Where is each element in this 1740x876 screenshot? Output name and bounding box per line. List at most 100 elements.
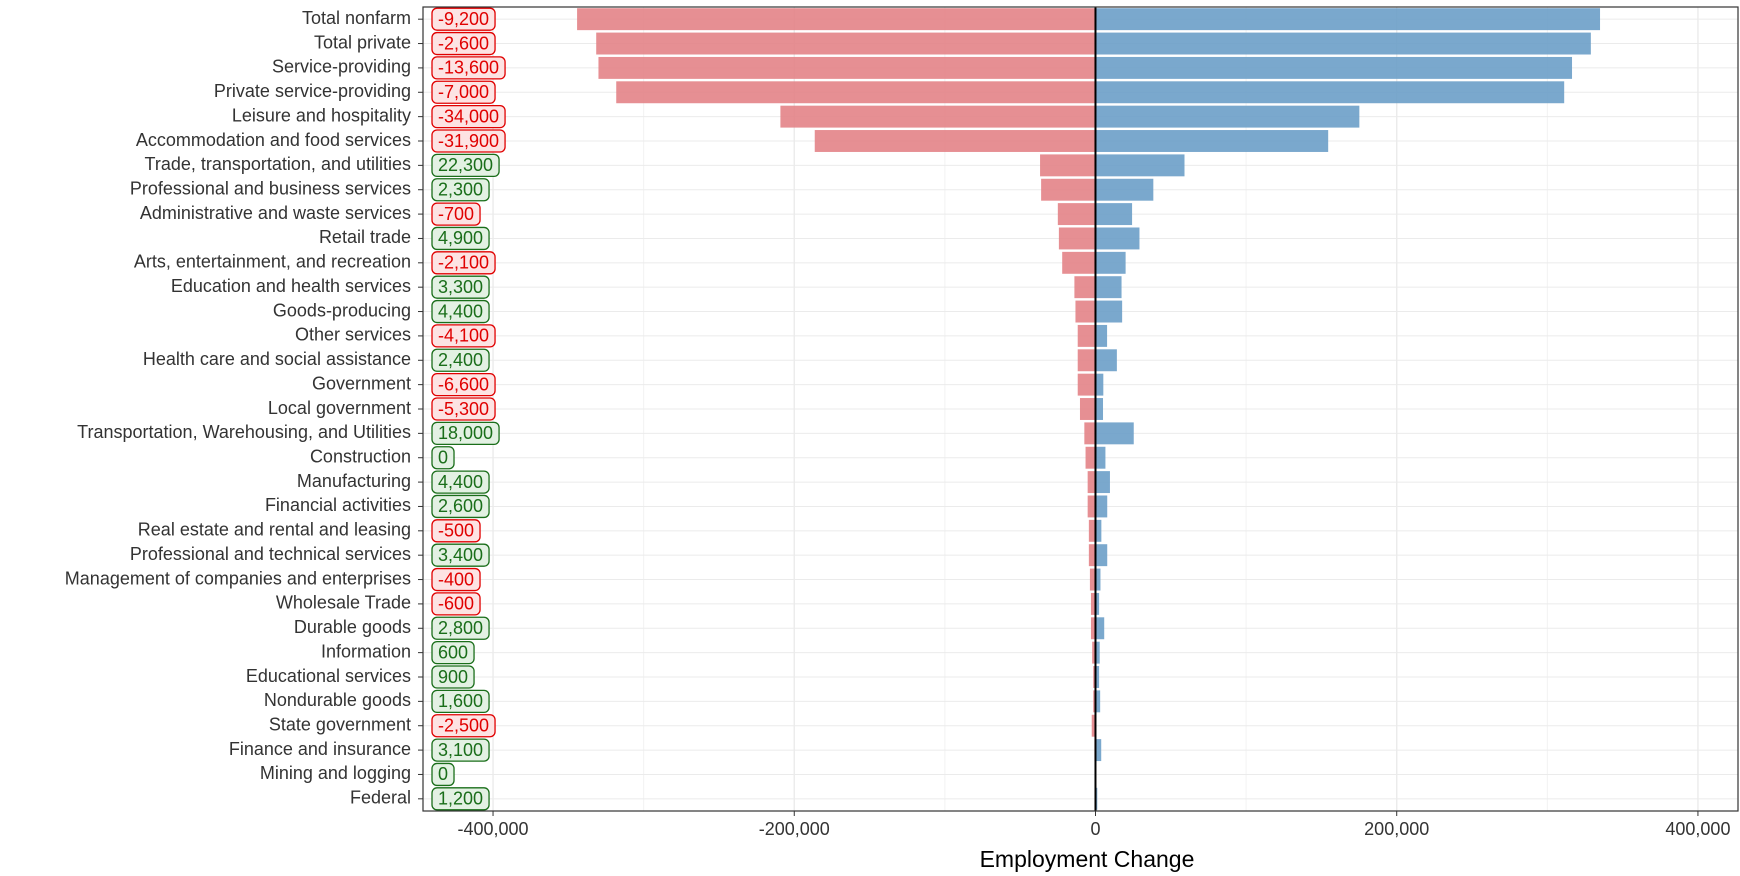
bar [1085,446,1096,469]
net-label: 22,300 [438,155,493,175]
y-tick-label: Accommodation and food services [136,130,411,150]
y-tick-label: Government [312,373,411,393]
y-tick-label: Local government [268,398,411,418]
net-label-box [431,202,481,226]
net-label-box [431,738,490,762]
bar [1088,544,1096,567]
net-label-box [431,324,496,348]
bar [1095,130,1329,152]
net-label: -7,000 [438,82,489,102]
y-tick-label: Durable goods [294,617,411,637]
net-label-box [431,80,496,104]
bar [1090,617,1096,640]
net-label-box [431,762,455,787]
net-label-box [431,567,481,592]
y-tick-label: Total nonfarm [302,8,411,28]
net-label-box [431,519,481,543]
net-label: -2,600 [438,33,489,53]
y-tick-label: Leisure and hospitality [232,105,411,125]
y-tick-label: Other services [295,325,411,345]
bar [1095,56,1573,79]
bar [1040,154,1096,177]
bar [1090,592,1096,615]
y-tick-label: Trade, transportation, and utilities [145,154,411,174]
bar [596,32,1096,55]
bar [598,56,1096,79]
net-label: 900 [438,667,468,687]
y-tick-label: Total private [314,32,411,52]
net-label: 3,300 [438,277,483,297]
net-label-box [431,372,496,397]
bar [1077,349,1096,372]
net-label-box [431,178,490,202]
net-label: 2,300 [438,179,483,199]
y-tick-label: Arts, entertainment, and recreation [134,252,411,272]
bar [1095,105,1360,128]
net-label: 3,100 [438,740,483,760]
y-tick-label: Federal [350,788,411,808]
net-label-box [431,31,496,56]
y-tick-label: Information [321,641,411,661]
bar [1087,495,1096,518]
bar [1095,617,1105,640]
net-label: -500 [438,521,474,541]
y-tick-label: Construction [310,446,411,466]
bar [1095,203,1133,226]
net-label: -4,100 [438,326,489,346]
bar [1089,568,1096,591]
y-tick-label: Education and health services [171,276,411,296]
bar [1095,739,1102,762]
net-label-box [431,7,496,31]
y-tick-label: Health care and social assistance [143,349,411,369]
net-label-box [431,616,490,640]
y-tick-label: Retail trade [319,227,411,247]
net-label-box [431,592,481,616]
net-label: 4,400 [438,472,483,492]
bar [1079,398,1096,420]
bar [1095,81,1565,104]
net-label-box [431,421,500,446]
x-tick-label: -200,000 [759,819,830,839]
bar [1093,666,1096,688]
bar [1095,592,1100,615]
bar [1077,373,1096,396]
net-label: 4,900 [438,228,483,248]
net-label-box [431,543,490,567]
x-tick-label: 200,000 [1364,819,1429,839]
x-tick-label: 0 [1090,819,1100,839]
bar [1095,300,1123,323]
y-tick-label: Transportation, Warehousing, and Utiliti… [77,422,411,442]
bar [1057,203,1096,226]
y-tick-label: Service-providing [272,57,411,77]
net-label: 0 [438,447,448,467]
net-label: -5,300 [438,399,489,419]
net-label: -9,200 [438,9,489,29]
net-label: 2,600 [438,496,483,516]
bar [1095,568,1101,591]
plot-border [422,6,1739,812]
net-label: 600 [438,642,468,662]
bar [1095,544,1108,567]
y-tick-label: Mining and logging [260,763,411,783]
bar [1095,398,1104,420]
net-label: 18,000 [438,423,493,443]
net-label: -2,500 [438,715,489,735]
bar [780,105,1096,128]
bar [1077,324,1096,347]
net-label-box [431,665,475,689]
bar [1095,227,1140,250]
net-label-box [431,446,455,470]
x-tick-label: -400,000 [458,819,529,839]
bar [1095,373,1104,396]
bar [1095,495,1108,518]
bar [1095,666,1100,688]
bar [1084,422,1096,445]
bar [1092,641,1096,664]
net-label-box [431,275,490,299]
bar [1095,324,1108,347]
bar [1095,471,1110,494]
bar [1095,276,1122,299]
y-tick-label: Goods-producing [273,300,411,320]
net-label-box [431,397,496,421]
